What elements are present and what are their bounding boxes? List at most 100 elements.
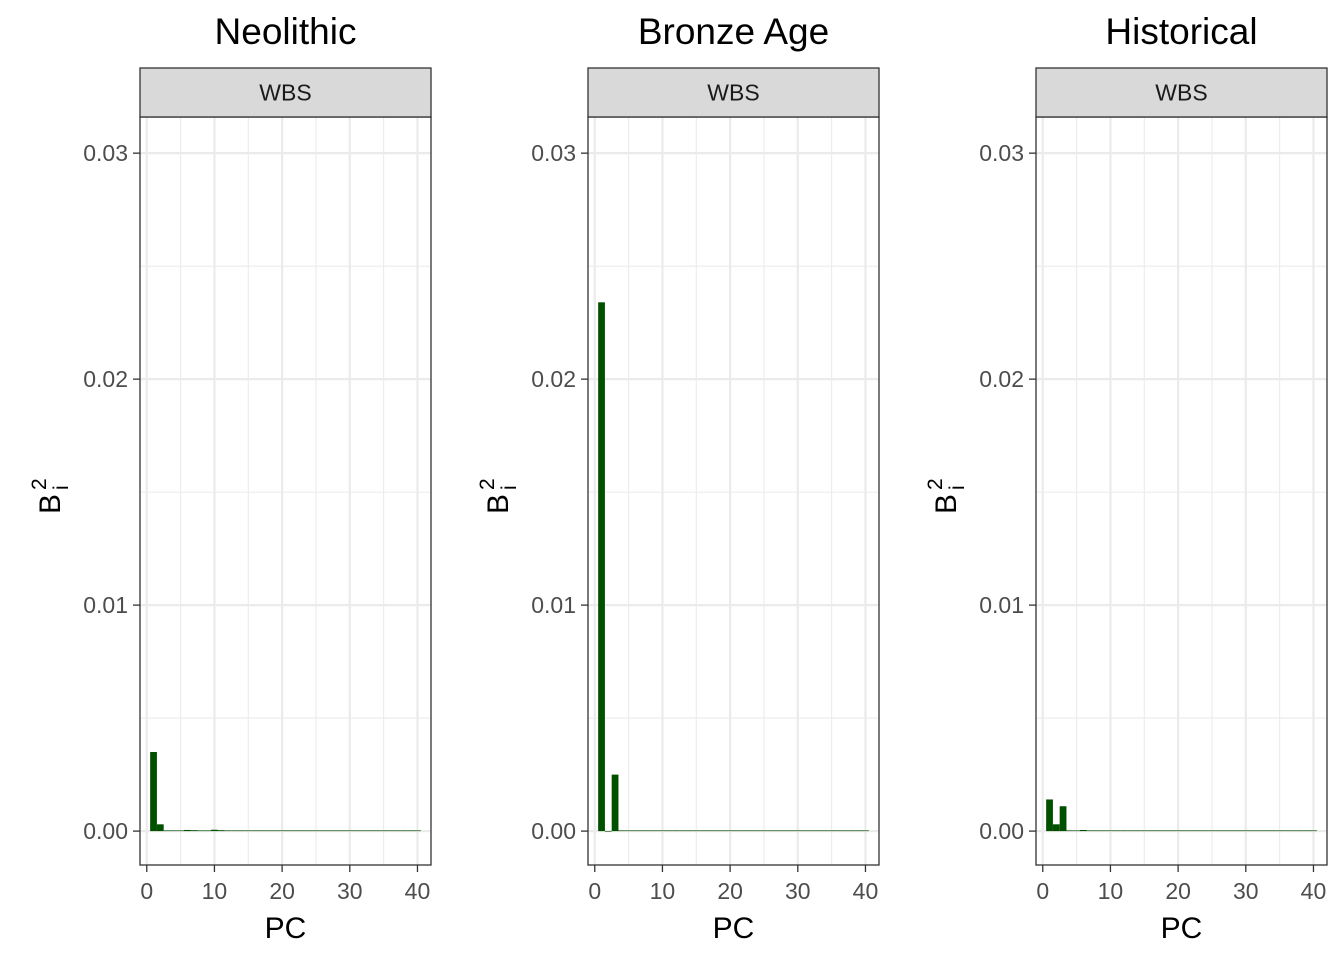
panel-title: Neolithic xyxy=(215,11,357,52)
panel-2: WBS Bronze Age 0.00 0.01 0.02 0.03 0 10 20 30 40 PC… xyxy=(476,11,880,945)
bar-pc-12 xyxy=(1120,830,1128,832)
bar-pc-20 xyxy=(726,830,734,832)
x-tick-label: 0 xyxy=(140,878,153,904)
x-tick-label: 20 xyxy=(269,878,295,904)
y-tick-label: 0.00 xyxy=(83,818,128,844)
bar-pc-3 xyxy=(163,830,171,832)
bar-pc-14 xyxy=(238,830,245,832)
bar-pc-33 xyxy=(1262,830,1270,832)
y-axis-title: B 2 i xyxy=(28,478,73,514)
bar-pc-34 xyxy=(373,830,381,832)
bar-pc-25 xyxy=(760,830,768,832)
facet-strip-label: WBS xyxy=(1155,80,1207,106)
bar-pc-24 xyxy=(305,830,313,832)
x-tick-label: 20 xyxy=(717,878,743,904)
bar-pc-22 xyxy=(740,830,748,832)
bar-pc-28 xyxy=(332,830,340,832)
panel-1: WBS Neolithic 0.00 0.01 0.02 0.03 0 10 20 30 40 PC B… xyxy=(28,11,432,945)
x-tick-label: 40 xyxy=(853,878,879,904)
facet-strip-label: WBS xyxy=(707,80,759,106)
bar-pc-25 xyxy=(312,830,320,832)
bar-pc-26 xyxy=(1215,830,1223,832)
bar-pc-24 xyxy=(1201,830,1209,832)
bar-pc-6 xyxy=(1079,829,1087,832)
x-tick-label: 40 xyxy=(405,878,431,904)
bar-pc-37 xyxy=(841,830,849,832)
bar-pc-4 xyxy=(618,830,626,832)
bar-pc-9 xyxy=(204,830,212,832)
bar-pc-34 xyxy=(1269,830,1277,832)
bar-pc-28 xyxy=(780,830,788,832)
bar-pc-32 xyxy=(359,830,367,832)
bar-pc-19 xyxy=(271,830,279,832)
bar-pc-28 xyxy=(1228,830,1236,832)
x-axis-title: PC xyxy=(713,912,755,945)
bar-pc-7 xyxy=(190,830,198,832)
bar-pc-11 xyxy=(1113,830,1121,832)
bar-pc-27 xyxy=(1222,830,1229,832)
bar-pc-10 xyxy=(211,829,218,832)
bar-pc-12 xyxy=(672,830,680,832)
x-tick-label: 30 xyxy=(337,878,363,904)
x-tick-label: 20 xyxy=(1165,878,1191,904)
bar-pc-39 xyxy=(1303,830,1311,832)
bar-pc-8 xyxy=(1093,830,1101,832)
facet-strip-label: WBS xyxy=(259,80,311,106)
panel-title: Historical xyxy=(1105,11,1257,52)
bar-pc-4 xyxy=(1066,830,1074,832)
x-tick-label: 10 xyxy=(202,878,228,904)
bar-pc-26 xyxy=(319,830,327,832)
bar-pc-30 xyxy=(794,830,802,832)
bar-pc-14 xyxy=(1134,830,1141,832)
y-axis-title-base: B xyxy=(34,494,67,514)
bar-pc-36 xyxy=(835,830,842,832)
x-axis-title: PC xyxy=(265,912,307,945)
bar-pc-29 xyxy=(787,830,795,832)
y-axis-title-base: B xyxy=(930,494,963,514)
bar-pc-8 xyxy=(645,830,653,832)
bar-pc-32 xyxy=(1255,830,1263,832)
bar-pc-9 xyxy=(1100,830,1108,832)
x-tick-label: 0 xyxy=(588,878,601,904)
y-axis-title: B 2 i xyxy=(924,478,969,514)
x-axis-title: PC xyxy=(1161,912,1203,945)
x-tick-label: 10 xyxy=(1098,878,1124,904)
bar-pc-15 xyxy=(244,830,252,832)
bar-pc-11 xyxy=(217,830,225,832)
bar-pc-1 xyxy=(598,302,605,832)
y-tick-label: 0.03 xyxy=(531,140,576,166)
y-axis-title-subscript: i xyxy=(946,485,969,490)
bar-pc-22 xyxy=(292,830,300,832)
facet-strip xyxy=(139,67,432,118)
bar-pc-2 xyxy=(604,831,612,832)
y-tick-label: 0.01 xyxy=(979,592,1024,618)
bar-pc-2 xyxy=(1052,824,1060,832)
y-axis-title-subscript: i xyxy=(50,485,73,490)
y-axis-title-superscript: 2 xyxy=(476,478,499,490)
bar-pc-35 xyxy=(828,830,836,832)
bar-pc-7 xyxy=(1086,830,1094,832)
y-tick-label: 0.02 xyxy=(979,366,1024,392)
bar-pc-30 xyxy=(1242,830,1250,832)
y-tick-label: 0.03 xyxy=(979,140,1024,166)
bar-pc-23 xyxy=(1195,830,1202,832)
y-axis-title-subscript: i xyxy=(498,485,521,490)
bar-pc-33 xyxy=(814,830,822,832)
plot-background xyxy=(1036,117,1327,865)
bar-pc-8 xyxy=(197,830,205,832)
bar-pc-22 xyxy=(1188,830,1196,832)
bar-pc-31 xyxy=(353,830,360,832)
bar-pc-36 xyxy=(1283,830,1290,832)
x-tick-label: 30 xyxy=(785,878,811,904)
bar-pc-39 xyxy=(855,830,863,832)
bar-pc-24 xyxy=(753,830,761,832)
bar-pc-34 xyxy=(821,830,829,832)
bar-pc-1 xyxy=(1046,799,1053,832)
bar-pc-5 xyxy=(625,830,632,832)
bar-pc-40 xyxy=(1310,830,1317,832)
bar-pc-33 xyxy=(366,830,374,832)
bar-pc-18 xyxy=(265,830,272,832)
bar-pc-13 xyxy=(1127,830,1135,832)
y-tick-label: 0.02 xyxy=(531,366,576,392)
